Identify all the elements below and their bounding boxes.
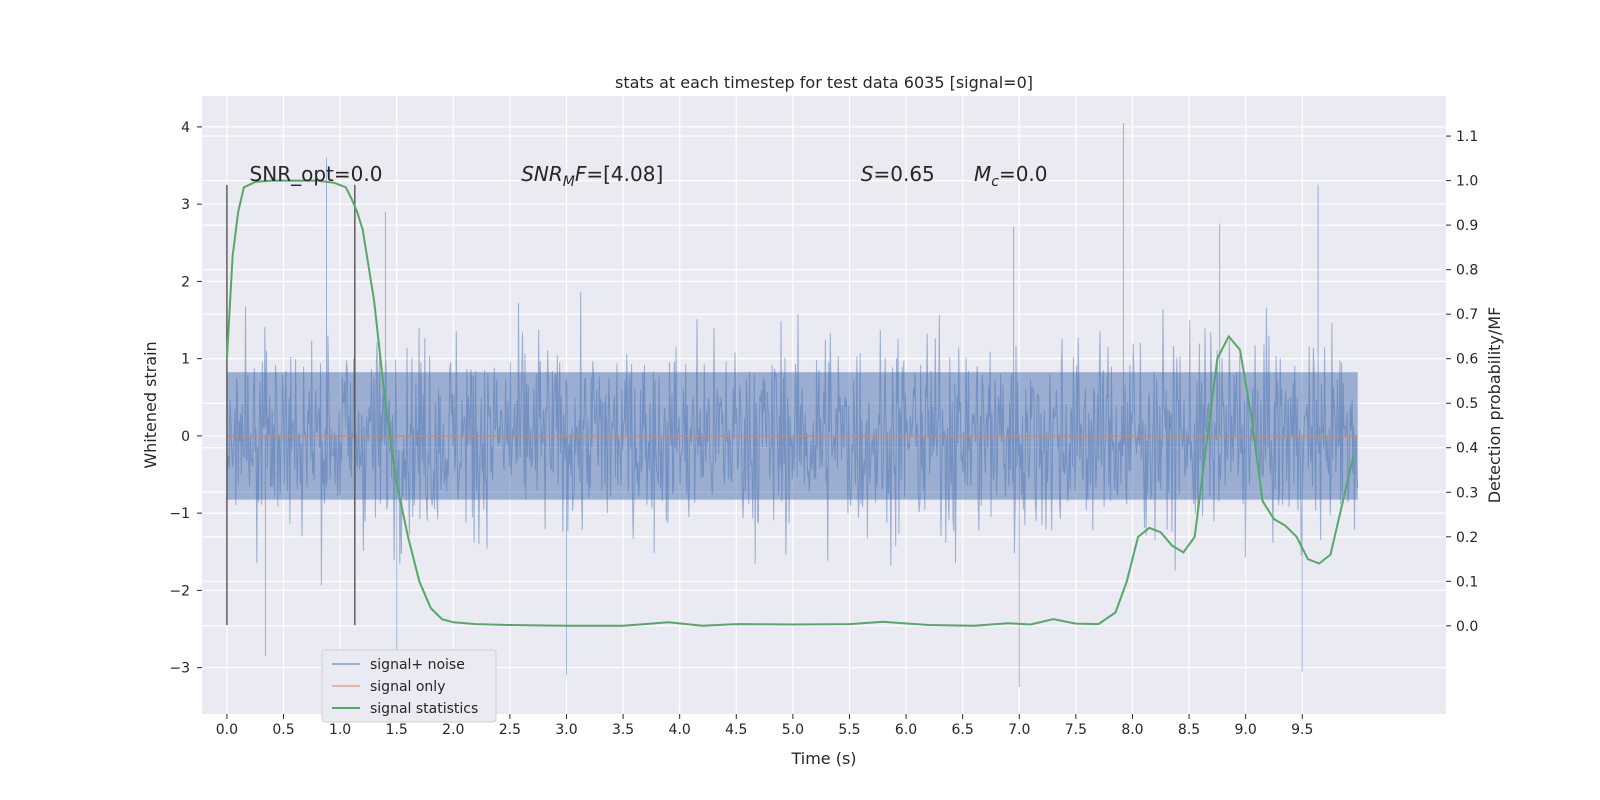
legend-label: signal statistics — [370, 701, 478, 717]
y-left-tick-label: 0 — [181, 429, 190, 445]
y-right-tick-label: 0.9 — [1456, 218, 1478, 234]
y-right-tick-label: 0.7 — [1456, 307, 1478, 323]
y-left-tick-label: −2 — [169, 583, 190, 599]
x-tick-label: 3.5 — [612, 722, 634, 738]
x-tick-label: 9.5 — [1291, 722, 1313, 738]
y-right-tick-label: 0.4 — [1456, 441, 1478, 457]
y-right-tick-label: 0.5 — [1456, 396, 1478, 412]
legend: signal+ noise signal only signal statistic… — [321, 649, 497, 723]
x-tick-label: 7.5 — [1065, 722, 1087, 738]
x-tick-label: 0.0 — [216, 722, 238, 738]
x-tick-label: 4.5 — [725, 722, 747, 738]
annotation: Mc=0.0 — [974, 162, 1048, 190]
x-tick-label: 4.0 — [669, 722, 691, 738]
x-tick-label: 1.0 — [329, 722, 351, 738]
y-right-tick-label: 0.1 — [1456, 574, 1478, 590]
x-tick-label: 5.0 — [782, 722, 804, 738]
annotations: SNR_opt=0.0 SNRMF=[4.08] S=0.65 Mc=0.0 — [250, 162, 1048, 190]
y-right-tick-label: 0.8 — [1456, 263, 1478, 279]
x-tick-label: 7.0 — [1008, 722, 1030, 738]
annotation: SNRMF=[4.08] — [521, 162, 663, 190]
y-right-tick-label: 0.2 — [1456, 530, 1478, 546]
x-tick-label: 0.5 — [272, 722, 294, 738]
x-tick-label: 8.0 — [1121, 722, 1143, 738]
legend-label: signal only — [370, 679, 445, 695]
annotation: S=0.65 — [861, 162, 935, 186]
series-signal-statistics — [225, 179, 1355, 627]
vertical-markers — [226, 184, 356, 626]
signal-statistics-line — [225, 179, 1355, 627]
noise-line — [226, 123, 1359, 687]
y-left-tick-label: −3 — [169, 661, 190, 677]
x-tick-label: 8.5 — [1178, 722, 1200, 738]
y-axis-right-ticks: 0.0 0.1 0.2 0.3 0.4 0.5 0.6 0.7 0.8 0.9 1.0 1.1 — [1446, 129, 1478, 635]
x-tick-label: 2.5 — [499, 722, 521, 738]
x-tick-label: 5.5 — [838, 722, 860, 738]
x-axis-label: Time (s) — [790, 749, 856, 768]
y-axis-left-label: Whitened strain — [141, 341, 160, 468]
y-right-tick-label: 1.0 — [1456, 174, 1478, 190]
x-tick-label: 2.0 — [442, 722, 464, 738]
y-left-tick-label: 4 — [181, 120, 190, 136]
x-axis-ticks: 0.0 0.5 1.0 1.5 2.0 2.5 3.0 3.5 4.0 4.5 5.0 5.5 6.0 6… — [216, 714, 1313, 738]
x-tick-label: 6.5 — [952, 722, 974, 738]
x-tick-label: 9.0 — [1235, 722, 1257, 738]
y-left-tick-label: 3 — [181, 197, 190, 213]
legend-label: signal+ noise — [370, 657, 465, 673]
chart-title: stats at each timestep for test data 603… — [615, 73, 1033, 92]
y-right-tick-label: 0.0 — [1456, 619, 1478, 635]
legend-box — [321, 649, 497, 723]
x-tick-label: 1.5 — [386, 722, 408, 738]
y-right-tick-label: 0.3 — [1456, 485, 1478, 501]
y-right-tick-label: 1.1 — [1456, 129, 1478, 145]
x-tick-label: 6.0 — [895, 722, 917, 738]
y-axis-right-label: Detection probability/MF — [1485, 307, 1504, 504]
y-left-tick-label: 2 — [181, 274, 190, 290]
y-right-tick-label: 0.6 — [1456, 352, 1478, 368]
y-axis-left-ticks: −3 −2 −1 0 1 2 3 4 — [169, 120, 202, 677]
y-left-tick-label: 1 — [181, 352, 190, 368]
y-left-tick-label: −1 — [169, 506, 190, 522]
x-tick-label: 3.0 — [555, 722, 577, 738]
annotation: SNR_opt=0.0 — [250, 162, 383, 186]
